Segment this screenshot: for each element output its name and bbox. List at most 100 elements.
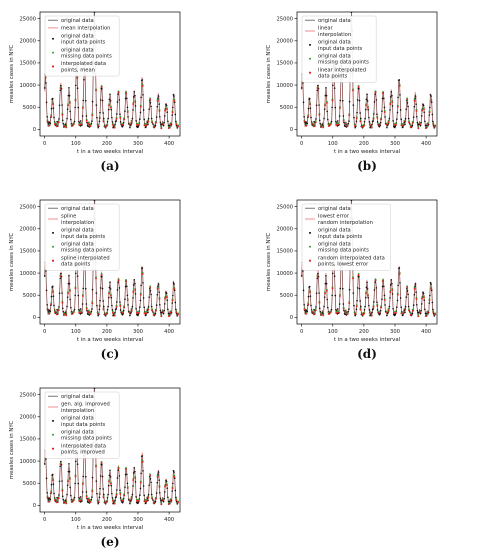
input-data-point bbox=[130, 499, 132, 501]
interpolated-data-point bbox=[391, 289, 394, 291]
input-data-point bbox=[391, 293, 394, 295]
input-data-point bbox=[122, 121, 125, 124]
input-data-point bbox=[142, 297, 145, 299]
data-layer bbox=[43, 200, 180, 318]
x-tick-label: 400 bbox=[164, 329, 174, 335]
input-data-point bbox=[143, 306, 146, 309]
panel-label: (e) bbox=[101, 535, 120, 549]
interpolated-data-point bbox=[325, 289, 328, 292]
input-data-point bbox=[302, 270, 304, 272]
legend-marker-input bbox=[309, 43, 311, 46]
input-data-point bbox=[336, 120, 339, 122]
input-data-point bbox=[381, 110, 383, 112]
interpolated-data-point bbox=[394, 311, 397, 314]
input-data-point bbox=[131, 117, 134, 120]
interpolated-data-point bbox=[111, 123, 114, 126]
interpolated-data-point bbox=[353, 124, 356, 127]
input-data-point bbox=[78, 496, 80, 499]
input-data-point bbox=[373, 289, 376, 291]
y-tick-label: 10000 bbox=[276, 271, 293, 277]
interpolated-data-point bbox=[380, 118, 382, 121]
input-data-point bbox=[315, 104, 318, 107]
interpolated-data-point bbox=[139, 481, 142, 484]
input-data-point bbox=[396, 306, 398, 308]
input-data-point bbox=[68, 463, 70, 465]
input-data-point bbox=[66, 117, 68, 120]
input-data-point bbox=[118, 287, 121, 289]
interpolated-data-point bbox=[100, 462, 103, 465]
input-data-point bbox=[45, 270, 47, 272]
input-data-point bbox=[317, 84, 319, 87]
input-data-point bbox=[60, 272, 62, 275]
input-data-point bbox=[98, 496, 101, 499]
input-data-point bbox=[52, 107, 55, 109]
interpolated-data-point bbox=[106, 312, 109, 315]
input-data-point bbox=[102, 488, 104, 490]
input-data-point bbox=[343, 309, 345, 312]
interpolated-data-point bbox=[48, 124, 51, 127]
input-data-point bbox=[432, 308, 434, 311]
input-data-point bbox=[116, 489, 118, 491]
legend-marker-missing bbox=[309, 57, 311, 60]
input-data-point bbox=[66, 305, 68, 308]
input-data-point bbox=[172, 294, 174, 297]
input-data-point bbox=[152, 123, 154, 125]
input-data-point bbox=[308, 285, 311, 288]
x-tick-label: 200 bbox=[102, 517, 112, 523]
x-tick-label: 400 bbox=[421, 329, 431, 335]
input-data-point bbox=[313, 308, 315, 311]
interpolated-data-point bbox=[406, 98, 409, 101]
interpolated-data-point bbox=[98, 305, 101, 308]
input-data-point bbox=[132, 485, 134, 487]
input-data-point bbox=[338, 115, 341, 117]
input-data-point bbox=[78, 308, 80, 311]
input-data-point bbox=[300, 275, 303, 277]
interpolated-data-point bbox=[177, 313, 180, 316]
input-data-point bbox=[66, 493, 68, 496]
interpolated-data-point bbox=[96, 124, 99, 127]
input-data-point bbox=[86, 121, 88, 124]
interpolated-data-point bbox=[113, 126, 116, 129]
interpolated-data-point bbox=[171, 299, 174, 302]
input-data-point bbox=[302, 289, 305, 292]
input-data-point bbox=[82, 475, 85, 478]
input-data-point bbox=[175, 501, 178, 503]
x-tick-label: 300 bbox=[133, 517, 143, 523]
input-data-point bbox=[73, 308, 76, 311]
interpolated-data-point bbox=[152, 125, 155, 128]
input-data-point bbox=[97, 126, 99, 129]
y-tick-label: 25000 bbox=[19, 16, 36, 22]
input-data-point bbox=[74, 460, 77, 463]
input-data-point bbox=[93, 388, 96, 390]
input-data-point bbox=[158, 103, 160, 105]
input-data-point bbox=[58, 480, 61, 483]
input-data-point bbox=[133, 279, 136, 281]
x-tick-label: 0 bbox=[43, 329, 46, 335]
interpolated-data-point bbox=[156, 287, 159, 290]
input-data-point bbox=[397, 284, 399, 287]
input-data-point bbox=[365, 286, 368, 289]
interpolated-data-point bbox=[327, 313, 330, 315]
input-data-point bbox=[419, 312, 422, 315]
input-data-point bbox=[129, 126, 131, 129]
x-tick-label: 400 bbox=[164, 141, 174, 147]
interpolated-data-point bbox=[50, 303, 53, 306]
interpolated-data-point bbox=[160, 315, 163, 318]
input-data-point bbox=[358, 287, 361, 290]
input-data-point bbox=[115, 496, 118, 498]
input-data-point bbox=[173, 95, 175, 97]
input-data-point bbox=[355, 120, 358, 123]
interpolated-data-point bbox=[398, 84, 401, 87]
input-data-point bbox=[365, 98, 368, 101]
input-data-point bbox=[132, 109, 134, 111]
input-data-point bbox=[176, 127, 178, 129]
input-data-point bbox=[389, 96, 392, 98]
input-data-point bbox=[315, 292, 318, 295]
y-tick-label: 15000 bbox=[19, 437, 36, 443]
input-data-point bbox=[331, 272, 334, 275]
input-data-point bbox=[325, 275, 327, 277]
interpolated-data-point bbox=[141, 272, 144, 275]
input-data-point bbox=[53, 116, 55, 119]
input-data-point bbox=[46, 116, 48, 118]
input-data-point bbox=[368, 309, 371, 311]
